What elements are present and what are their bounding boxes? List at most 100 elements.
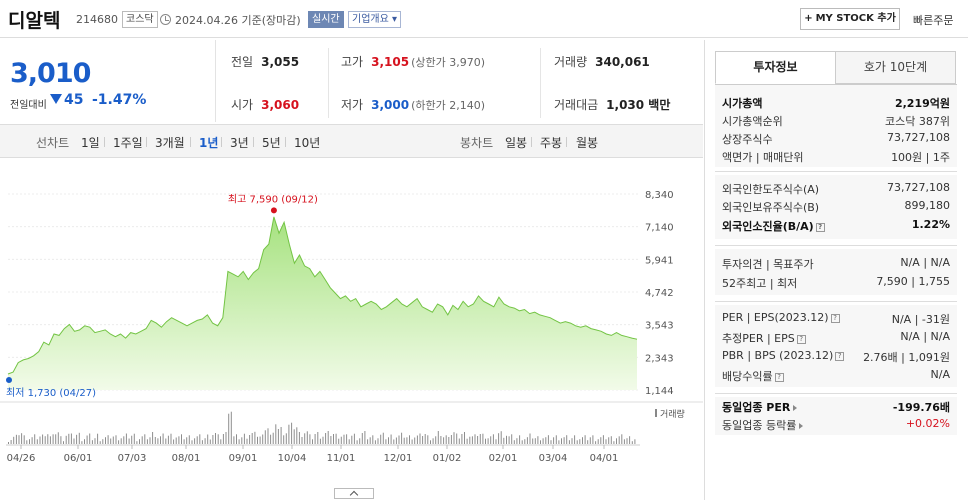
volume-bar (152, 432, 154, 444)
tab-1w[interactable]: 1주일 (113, 136, 143, 150)
collapse-chart-button[interactable] (334, 488, 374, 499)
company-overview-dropdown[interactable]: 기업개요 ▾ (348, 11, 401, 28)
volume-bar (610, 436, 612, 444)
volume-bar (162, 433, 164, 444)
tab-1d[interactable]: 1일 (81, 136, 100, 150)
volume-bar (532, 438, 534, 444)
volume-bar (584, 435, 586, 444)
info-row[interactable]: 동일업종 PER -199.76배 (722, 397, 950, 415)
tab-3m[interactable]: 3개월 (155, 136, 185, 150)
volume-bar (508, 436, 510, 444)
volume-bar (419, 433, 421, 444)
realtime-button[interactable]: 실시간 (308, 11, 344, 28)
add-my-stock-button[interactable]: + MY STOCK 추가 (800, 8, 900, 30)
volume-bar (228, 413, 230, 444)
tab-weekly[interactable]: 주봉 (540, 136, 563, 150)
tab-order-book[interactable]: 호가 10단계 (835, 51, 956, 84)
volume-bar (123, 436, 125, 444)
volume-bar (277, 429, 279, 444)
volume-bar (524, 439, 526, 444)
volume-bar (555, 435, 557, 444)
volume-bar (361, 433, 363, 444)
volume-bar (73, 438, 75, 444)
info-row: 투자의견 | 목표주가 N/A | N/A (722, 254, 950, 272)
volume-bar (99, 441, 101, 444)
volume-bar (288, 424, 290, 444)
volume-bar (136, 441, 138, 444)
volume-bar (186, 437, 188, 444)
volume-bar (450, 435, 452, 444)
volume-bar (312, 439, 313, 444)
volume-bar (333, 434, 334, 444)
volume-bar (521, 440, 523, 444)
volume-bar (377, 438, 379, 444)
volume-bar (125, 433, 127, 444)
fast-order-link[interactable]: 빠른주문 (913, 14, 954, 27)
volume-bar (356, 440, 358, 444)
volume-bar (416, 435, 418, 444)
volume-bar (283, 435, 285, 444)
plus-icon: + (804, 13, 813, 24)
volume-bar (498, 433, 500, 444)
volume-bar (194, 438, 196, 444)
x-tick-label: 02/01 (489, 453, 518, 464)
help-icon[interactable]: ? (774, 372, 784, 382)
company-name: 디알텍 (8, 10, 61, 32)
stock-code: 214680 (76, 13, 118, 26)
upper-limit: (상한가 3,970) (411, 56, 485, 69)
info-key-text: 배당수익률 (722, 370, 773, 383)
volume-bar (568, 440, 570, 444)
info-key: 시가총액 (722, 97, 763, 110)
help-icon[interactable]: ? (796, 334, 806, 344)
volume-bar (330, 436, 332, 444)
divider (328, 48, 329, 118)
volume-bar (464, 432, 465, 444)
volume-bar (561, 438, 562, 444)
volume-bar (427, 435, 429, 444)
volume-bar (94, 438, 96, 444)
tab-1y[interactable]: 1년 (199, 136, 219, 150)
volume-bar (482, 433, 484, 444)
tab-investment-info[interactable]: 투자정보 (715, 51, 836, 84)
volume-bar (547, 435, 549, 444)
volume-bar (589, 437, 591, 444)
tab-daily[interactable]: 일봉 (505, 136, 528, 150)
volume-bar (592, 435, 594, 444)
info-key: 투자의견 | 목표주가 (722, 258, 814, 271)
help-icon[interactable]: ? (815, 222, 825, 232)
help-icon[interactable]: ? (835, 351, 845, 361)
tab-5y[interactable]: 5년 (262, 136, 281, 150)
volume-bar (380, 434, 382, 444)
volume-bar (230, 411, 232, 444)
divider (715, 245, 957, 246)
volume-bar (251, 433, 253, 444)
volume-bar (574, 435, 576, 444)
volume-bar (372, 435, 374, 444)
info-row[interactable]: 동일업종 등락률 +0.02% (722, 415, 950, 433)
clock-icon (160, 14, 171, 25)
tab-monthly[interactable]: 월봉 (576, 136, 599, 150)
volume-bar (406, 437, 408, 444)
info-key: 동일업종 PER (722, 399, 798, 415)
tab-3y[interactable]: 3년 (230, 136, 249, 150)
volume-bar (595, 441, 597, 444)
volume-bar (623, 439, 625, 444)
price-change-percent: -1.47% (92, 92, 147, 108)
amount-value: 1,030 백만 (606, 98, 671, 112)
down-arrow-icon (50, 94, 62, 104)
volume-bar (453, 432, 455, 444)
price-chart[interactable]: 8,340 7,140 5,941 4,742 3,543 2,343 1,144 최고 7… (0, 158, 703, 488)
info-row: 시가총액순위 코스닥 387위 (722, 111, 950, 129)
volume-bar (526, 437, 528, 444)
x-tick-label: 11/01 (327, 453, 356, 464)
info-row: PBR | BPS (2023.12)? 2.76배 | 1,091원 (722, 347, 950, 365)
high-label: 고가 (341, 55, 364, 69)
info-value: N/A (930, 368, 950, 381)
volume-bar (170, 433, 172, 444)
volume-bar (319, 438, 321, 444)
divider (221, 137, 222, 147)
volume-bar (576, 440, 578, 444)
tab-10y[interactable]: 10년 (294, 136, 321, 150)
help-icon[interactable]: ? (830, 313, 840, 323)
volume-bar (133, 433, 135, 444)
